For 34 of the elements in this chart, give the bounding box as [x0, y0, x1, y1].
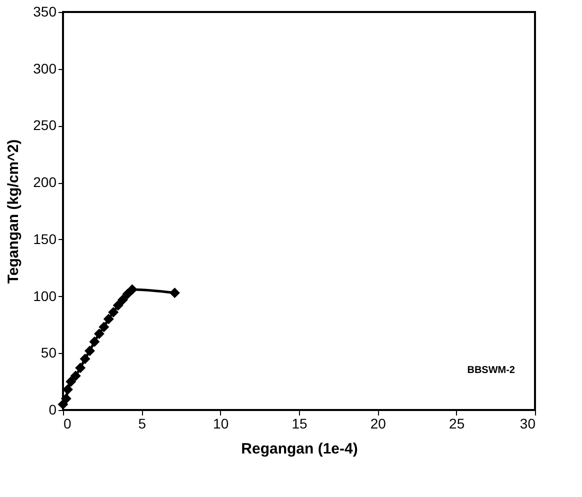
annotation: BBSWM-2 [467, 365, 516, 376]
point [66, 376, 76, 387]
point [108, 306, 119, 318]
y-tick-label: 200 [33, 174, 57, 190]
point [75, 362, 86, 374]
point [122, 288, 133, 300]
point [169, 288, 180, 298]
y-tick-label: 150 [33, 230, 57, 247]
y-tick-label: 50 [40, 344, 57, 361]
point [70, 370, 81, 382]
y-tick-label: 100 [33, 288, 57, 304]
point [126, 284, 138, 295]
point [89, 336, 100, 348]
point [118, 294, 128, 305]
point [98, 322, 110, 332]
x-tick-label: 30 [520, 416, 536, 432]
y-tick-label: 250 [33, 117, 57, 134]
x-tick-label: 20 [370, 416, 386, 432]
point [112, 300, 124, 311]
point [94, 328, 104, 340]
x-axis-title: Regangan (1e-4) [241, 440, 358, 458]
point [84, 346, 95, 356]
x-tick-label: 5 [138, 416, 146, 432]
point [60, 393, 72, 404]
y-tick-label: 350 [33, 4, 57, 20]
x-tick-label: 25 [449, 416, 465, 432]
y-tick-label: 0 [48, 402, 57, 418]
x-tick-label: 15 [292, 416, 308, 432]
y-axis-title: Tegangan (kg/cm^2) [5, 139, 22, 284]
x-tick-label: 0 [64, 416, 72, 432]
point [80, 354, 90, 364]
y-tick-label: 300 [33, 60, 57, 76]
x-tick-label: 10 [213, 416, 229, 432]
point [103, 314, 114, 324]
